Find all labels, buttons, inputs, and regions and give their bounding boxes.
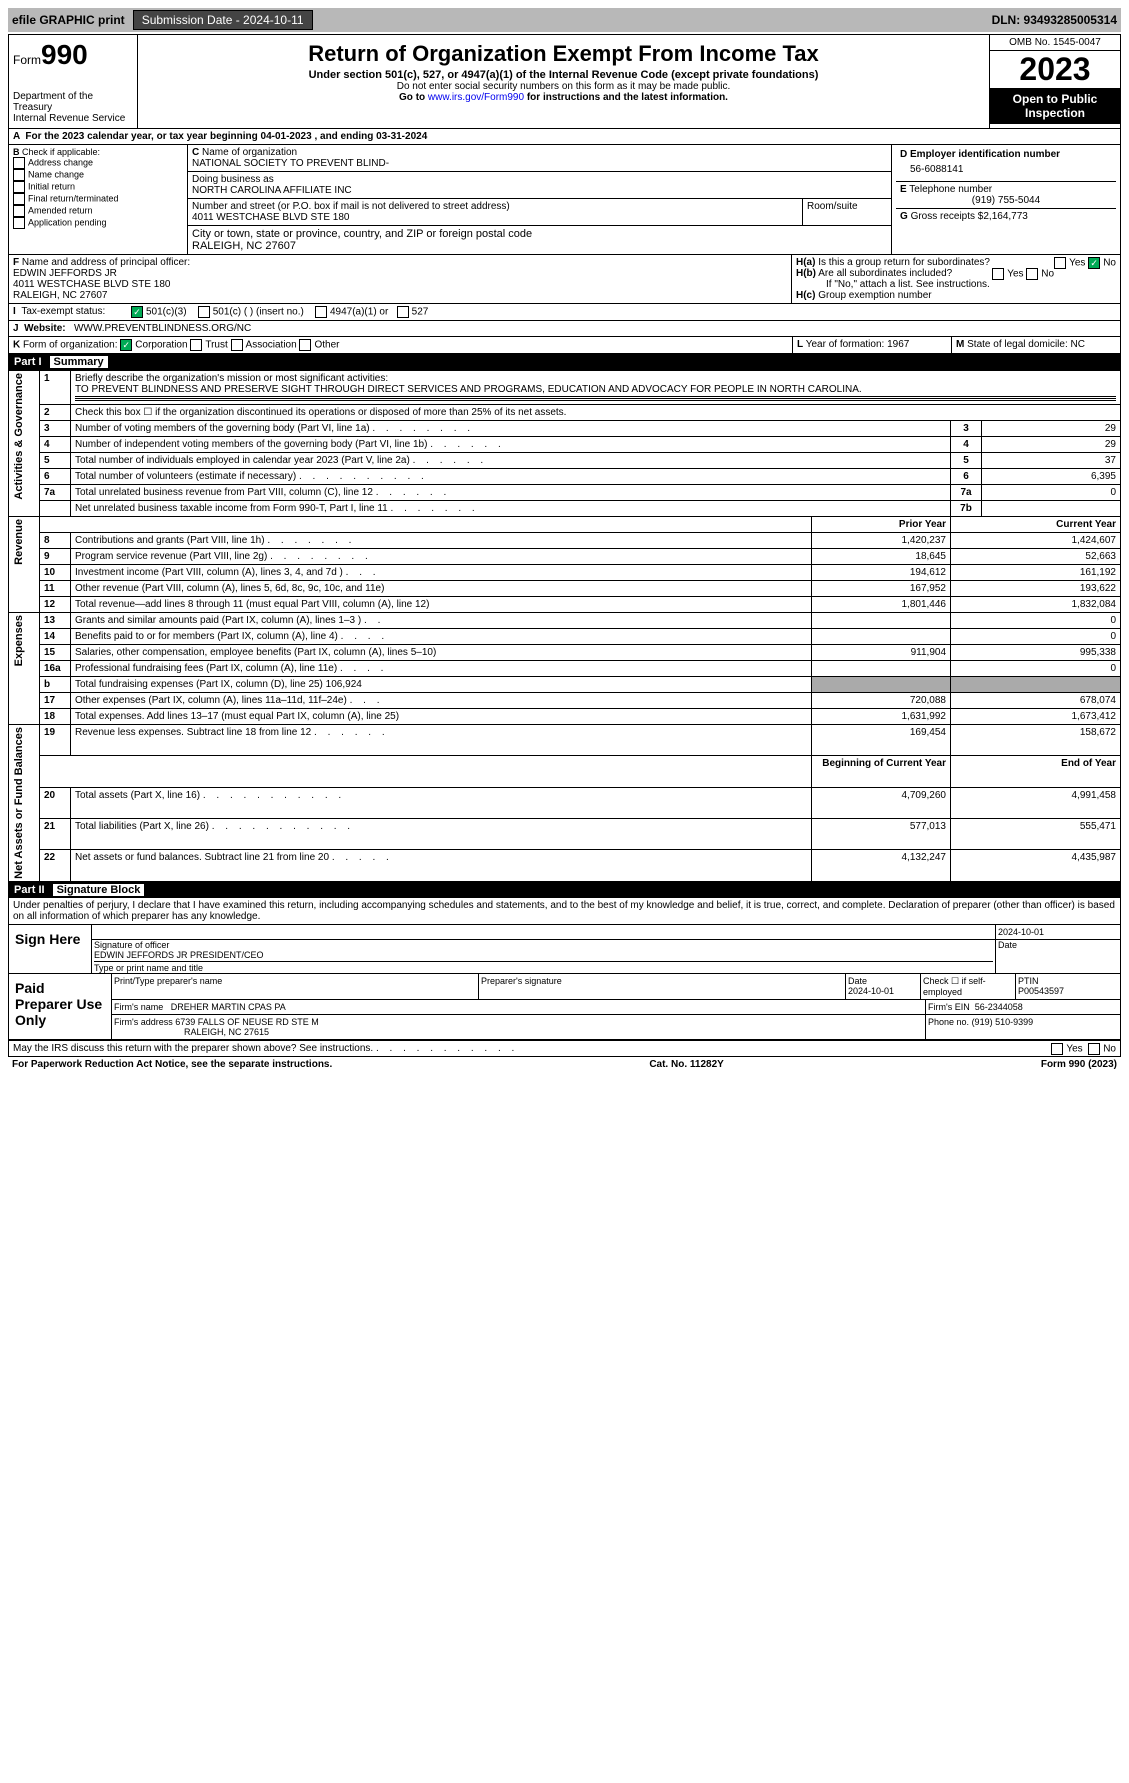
tax-year: 2023 [990,51,1120,88]
irs: Internal Revenue Service [13,113,133,124]
section-fh: F Name and address of principal officer:… [8,255,1121,304]
form-prefix: Form [13,53,41,67]
irs-link[interactable]: www.irs.gov/Form990 [428,92,524,103]
part2-header: Part IISignature Block [8,882,1121,898]
section-jklm: J Website: WWW.PREVENTBLINDNESS.ORG/NC [8,321,1121,337]
form-title: Return of Organization Exempt From Incom… [142,41,985,67]
efile-label: efile GRAPHIC print [12,13,125,27]
website: WWW.PREVENTBLINDNESS.ORG/NC [74,323,251,334]
firm-name: DREHER MARTIN CPAS PA [171,1002,286,1012]
top-bar: efile GRAPHIC print Submission Date - 20… [8,8,1121,32]
officer-sig: EDWIN JEFFORDS JR PRESIDENT/CEO [94,950,264,960]
officer-name: EDWIN JEFFORDS JR [13,268,117,279]
page-footer: For Paperwork Reduction Act Notice, see … [8,1057,1121,1072]
mission: TO PREVENT BLINDNESS AND PRESERVE SIGHT … [75,384,862,395]
submission-date: Submission Date - 2024-10-11 [133,10,313,30]
col-c: C Name of organizationNATIONAL SOCIETY T… [188,145,891,254]
col-deg: D Employer identification number56-60881… [891,145,1120,254]
dba: NORTH CAROLINA AFFILIATE INC [192,185,352,196]
sign-here-block: Sign Here 2024-10-01 Signature of office… [8,925,1121,1041]
discuss-line: May the IRS discuss this return with the… [8,1041,1121,1057]
col-b: B Check if applicable: Address change Na… [9,145,188,254]
declaration: Under penalties of perjury, I declare th… [8,898,1121,925]
ssn-note: Do not enter social security numbers on … [142,81,985,92]
city: RALEIGH, NC 27607 [192,240,296,252]
summary-table: Activities & Governance 1 Briefly descri… [8,370,1121,882]
gross-receipts: 2,164,773 [983,211,1028,222]
section-i: I Tax-exempt status: ✓501(c)(3) 501(c) (… [8,304,1121,321]
ein: 56-6088141 [900,160,1112,179]
dln: DLN: 93493285005314 [992,13,1117,27]
form-number: 990 [41,39,88,70]
street: 4011 WESTCHASE BLVD STE 180 [192,212,349,223]
phone: (919) 755-5044 [900,195,1112,206]
period-line: A For the 2023 calendar year, or tax yea… [8,129,1121,145]
part1-header: Part ISummary [8,354,1121,370]
omb-number: OMB No. 1545-0047 [990,35,1120,51]
subtitle: Under section 501(c), 527, or 4947(a)(1)… [142,69,985,81]
form-header: Form990 Department of the Treasury Inter… [8,34,1121,129]
open-public: Open to Public Inspection [990,88,1120,124]
dept: Department of the Treasury [13,91,133,113]
org-name: NATIONAL SOCIETY TO PREVENT BLIND- [192,158,389,169]
section-abcdefg: B Check if applicable: Address change Na… [8,145,1121,255]
